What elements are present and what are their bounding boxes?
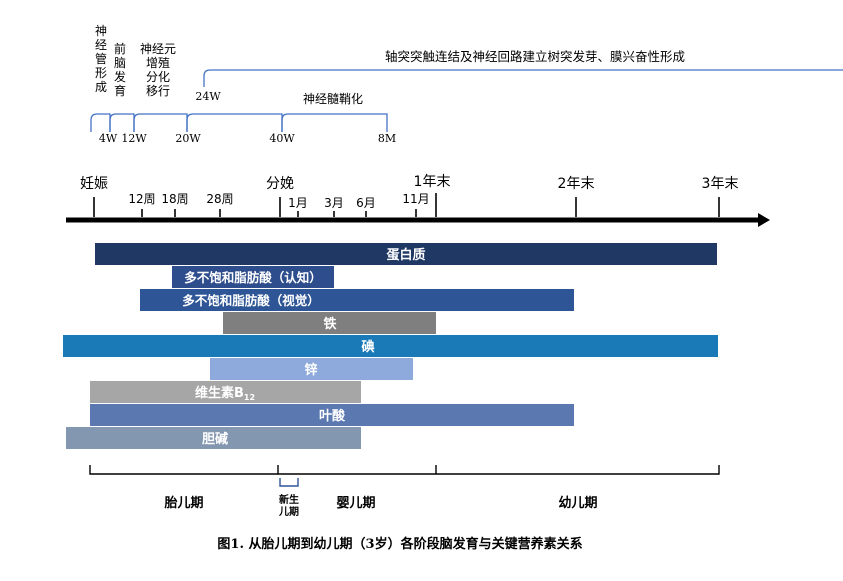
bar-iodine [63, 335, 718, 357]
timeline-axis [66, 217, 760, 223]
bar-vitamin-b12-subscript: 12 [244, 393, 255, 402]
bar-pufa-vision [140, 289, 574, 311]
bar-iron-label: 铁 [322, 316, 336, 332]
timeline-ticks [93, 193, 720, 217]
period-labels: 胎儿期 新生儿期 婴儿期 幼儿期 [164, 493, 597, 518]
label-12weeks: 12周 [128, 192, 155, 206]
bracket-20w [133, 113, 188, 132]
period-infant: 婴儿期 [336, 495, 375, 511]
bar-protein [95, 243, 717, 265]
label-year2: 2年末 [558, 176, 595, 192]
bar-choline-label: 胆碱 [202, 431, 228, 447]
bar-folic-acid [90, 404, 574, 426]
bar-pufa-cognition-label: 多不饱和脂肪酸（认知） [184, 270, 322, 285]
period-bracket-main [89, 465, 720, 475]
label-20w: 20W [175, 132, 201, 145]
bracket-8m [281, 113, 388, 132]
period-fetal: 胎儿期 [164, 495, 203, 511]
label-11months: 11月 [402, 192, 429, 206]
bar-iron [223, 312, 436, 334]
bar-choline [66, 427, 361, 449]
label-28weeks: 28周 [206, 192, 233, 206]
bar-pufa-vision-label: 多不饱和脂肪酸（视觉） [182, 293, 320, 308]
synapse-bracket [203, 69, 843, 87]
bar-pufa-cognition [172, 266, 334, 288]
bar-vitamin-b12-label: 维生素B12 [195, 385, 255, 402]
neural-tube-label: 神经管形成 [95, 24, 107, 94]
period-brackets [89, 465, 720, 487]
nutrient-bars: 蛋白质 多不饱和脂肪酸（认知） 多不饱和脂肪酸（视觉） 铁 碘 锌 维生素B12… [63, 243, 718, 449]
bar-folic-acid-label: 叶酸 [319, 408, 346, 424]
myelination-label: 神经髓鞘化 [303, 92, 363, 106]
label-4w: 4W [99, 132, 118, 145]
label-3months: 3月 [324, 196, 344, 210]
label-12w: 12W [121, 132, 147, 145]
neuron-proliferation-label: 神经元增殖分化移行 [140, 42, 176, 98]
label-24w: 24W [195, 90, 221, 103]
label-1month: 1月 [288, 196, 308, 210]
bar-iodine-label: 碘 [360, 339, 374, 355]
forebrain-label: 前脑发育 [114, 41, 126, 98]
label-8m: 8M [378, 132, 396, 145]
bar-zinc-label: 锌 [304, 362, 317, 378]
figure-caption: 图1. 从胎儿期到幼儿期（3岁）各阶段脑发育与关键营养素关系 [217, 536, 582, 552]
label-6months: 6月 [356, 196, 376, 210]
bar-protein-label: 蛋白质 [386, 247, 425, 263]
bracket-12w [109, 113, 135, 132]
label-pregnancy: 妊娠 [80, 176, 108, 192]
label-delivery: 分娩 [266, 176, 294, 192]
period-toddler: 幼儿期 [558, 495, 597, 511]
label-18weeks: 18周 [161, 192, 188, 206]
synapse-label: 轴突突触连结及神经回路建立树突发芽、膜兴奋性形成 [385, 49, 685, 64]
bar-vitamin-b12 [90, 381, 361, 403]
bar-zinc [210, 358, 413, 380]
label-year3: 3年末 [702, 176, 739, 192]
period-newborn: 新生儿期 [278, 493, 299, 518]
timeline-arrowhead [758, 213, 770, 227]
newborn-bracket [279, 478, 299, 487]
timeline: 妊娠 分娩 1年末 2年末 3年末 12周 18周 28周 11月 1月 3月 … [66, 174, 770, 227]
bracket-4w [90, 113, 111, 132]
bracket-40w [186, 113, 283, 132]
label-year1: 1年末 [414, 174, 451, 190]
label-40w: 40W [269, 132, 295, 145]
neural-development: 神经管形成 前脑发育 神经元增殖分化移行 轴突突触连结及神经回路建立树突发芽、膜… [90, 24, 843, 145]
